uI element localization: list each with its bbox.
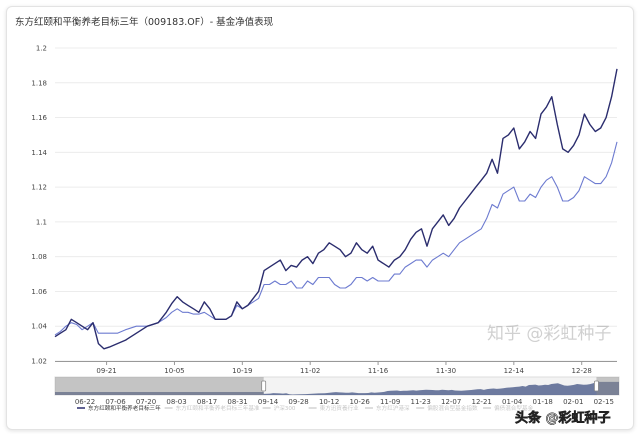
navigator-label: 08-17 xyxy=(197,398,217,406)
navigator-label: 10-26 xyxy=(349,398,370,406)
legend-item[interactable]: 沪深300 xyxy=(262,404,296,412)
navigator-label: 10-12 xyxy=(319,398,339,406)
watermark-center: 知乎 @彩虹种子 xyxy=(487,324,611,344)
series-line-fund xyxy=(54,68,618,350)
navigator-label: 02-15 xyxy=(594,398,614,406)
legend-label: 东方红颐和平衡养老目标三年 xyxy=(88,404,161,412)
navigator-label: 11-23 xyxy=(410,398,430,406)
x-tick-label: 10-19 xyxy=(232,367,252,375)
navigator-label: 08-31 xyxy=(227,398,247,406)
x-tick-label: 12-28 xyxy=(572,367,592,375)
navigator-label: 01-18 xyxy=(533,398,553,406)
legend-label: 东方红颐和平衡养老目标三年基准 xyxy=(176,404,260,412)
navigator-label: 11-09 xyxy=(380,398,400,406)
y-tick-label: 1.08 xyxy=(31,253,47,261)
legend-item[interactable]: 偏股混合型基金指数 xyxy=(416,404,478,412)
navigator-label: 01-04 xyxy=(502,398,523,406)
navigator-label: 12-07 xyxy=(441,398,461,406)
navigator-label: 07-20 xyxy=(136,398,156,406)
y-tick-label: 1.2 xyxy=(36,45,47,53)
navigator-label: 09-28 xyxy=(288,398,308,406)
legend-label: 東方迅資養行业 xyxy=(320,404,360,412)
y-tick-label: 1.18 xyxy=(31,79,47,87)
x-tick-label: 11-02 xyxy=(300,367,320,375)
navigator-label: 06-22 xyxy=(75,398,95,406)
legend-label: 偏债混合型基金 xyxy=(494,404,534,412)
legend-label: 沪深300 xyxy=(274,404,296,412)
y-tick-label: 1.1 xyxy=(36,218,47,226)
legend-item[interactable]: 偏债混合型基金 xyxy=(483,404,534,412)
navigator-handle-right[interactable] xyxy=(594,380,599,392)
y-tick-label: 1.04 xyxy=(31,323,47,331)
y-tick-label: 1.06 xyxy=(31,288,47,296)
navigator-area xyxy=(55,381,619,395)
legend-label: 偏股混合型基金指数 xyxy=(427,404,478,412)
navigator-label: 08-03 xyxy=(166,398,186,406)
x-tick-label: 09-21 xyxy=(96,367,116,375)
watermark-corner: 头条 @彩虹种子 xyxy=(515,410,611,426)
navigator-label: 09-14 xyxy=(258,398,279,406)
legend-item[interactable]: 東方迅資養行业 xyxy=(308,404,360,412)
navigator-mask-left xyxy=(55,377,264,395)
chart-card: 东方红颐和平衡养老目标三年（009183.OF）- 基金净值表现 1.02 1.0… xyxy=(6,6,634,430)
x-tick-label: 12-14 xyxy=(504,367,525,375)
navigator-label: 07-06 xyxy=(105,398,126,406)
x-tick-label: 11-30 xyxy=(436,367,456,375)
series-line-benchmark xyxy=(54,141,618,336)
x-tick-label: 10-05 xyxy=(164,367,184,375)
navigator-mask-right xyxy=(596,377,619,395)
legend-item[interactable]: 东方红颐和平衡养老目标三年 xyxy=(77,404,161,412)
navigator-label: 12-21 xyxy=(472,398,492,406)
nav-chart: 1.02 1.04 1.06 1.08 1.1 1.12 1.14 1.16 1.18 1.2 09… xyxy=(31,45,620,426)
y-tick-label: 1.14 xyxy=(31,149,47,157)
chart-title: 东方红颐和平衡养老目标三年（009183.OF）- 基金净值表现 xyxy=(15,17,274,28)
legend-item[interactable]: 东方红颐和平衡养老目标三年基准 xyxy=(164,404,260,412)
legend-label: 东方红沪港深 xyxy=(376,404,410,412)
x-tick-label: 11-16 xyxy=(368,367,389,375)
legend-item[interactable]: 东方红沪港深 xyxy=(365,404,410,412)
y-tick-label: 1.16 xyxy=(31,114,47,122)
navigator-handle-left[interactable] xyxy=(261,380,267,392)
y-tick-label: 1.12 xyxy=(31,184,47,192)
y-tick-label: 1.02 xyxy=(31,358,47,366)
navigator-label: 02-01 xyxy=(563,398,583,406)
